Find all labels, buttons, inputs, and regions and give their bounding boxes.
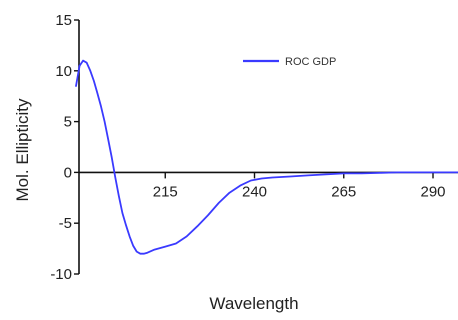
axes bbox=[78, 20, 458, 274]
series-line-roc-gdp bbox=[75, 59, 458, 255]
legend: ROC GDP bbox=[243, 56, 336, 68]
y-tick-label: -5 bbox=[59, 215, 72, 232]
y-tick-label: 0 bbox=[64, 164, 72, 181]
legend-label: ROC GDP bbox=[285, 56, 336, 68]
y-tick-label: -10 bbox=[50, 266, 72, 283]
y-tick-label: 5 bbox=[64, 114, 72, 131]
x-tick-label: 265 bbox=[331, 183, 356, 200]
series-layer bbox=[75, 59, 458, 255]
y-tick-label: 15 bbox=[55, 12, 72, 29]
x-tick-label: 240 bbox=[242, 183, 267, 200]
x-tick-label: 290 bbox=[420, 183, 445, 200]
ticks: 15 10 5 0 -5 -10 215 240 265 290 bbox=[50, 12, 445, 283]
x-axis-label: Wavelength bbox=[209, 294, 298, 313]
y-axis-label: Mol. Ellipticity bbox=[13, 98, 32, 201]
x-tick-label: 215 bbox=[153, 183, 178, 200]
y-tick-label: 10 bbox=[55, 63, 72, 80]
